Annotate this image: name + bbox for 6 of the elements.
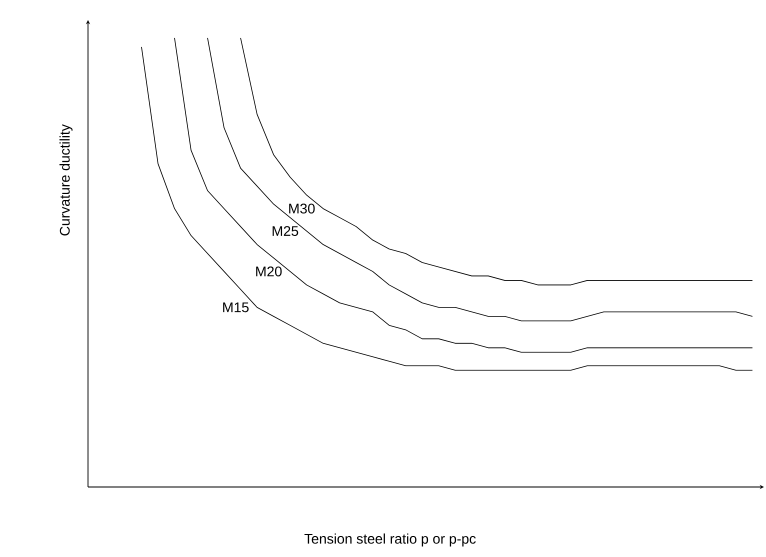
series-label: M30: [289, 204, 315, 214]
y-axis-title: Curvature ductility: [59, 124, 73, 236]
series-label: M20: [256, 266, 282, 276]
x-axis-title: Tension steel ratio p or p-pc: [304, 533, 476, 547]
series-label: M25: [272, 226, 298, 236]
series-label: M15: [223, 302, 249, 312]
